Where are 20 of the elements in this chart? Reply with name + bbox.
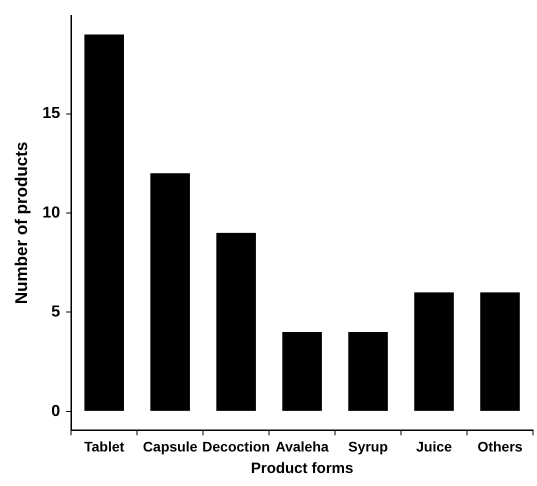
bar	[216, 232, 256, 411]
x-axis-title: Product forms	[250, 460, 354, 478]
bar	[84, 34, 124, 411]
bar	[282, 332, 322, 411]
bar	[150, 173, 190, 411]
bar	[414, 292, 454, 411]
x-tick-label: Juice	[416, 438, 452, 454]
bar	[480, 292, 520, 411]
x-tick-label: Decoction	[202, 438, 270, 454]
y-tick-label: 0	[51, 402, 60, 420]
y-tick-label: 5	[51, 304, 60, 321]
y-tick-label: 10	[42, 204, 60, 222]
x-tick-label: Tablet	[84, 438, 125, 454]
bar	[348, 332, 388, 411]
x-tick-label: Others	[477, 438, 523, 454]
x-tick-label: Avaleha	[276, 438, 329, 454]
x-tick-label: Syrup	[348, 438, 388, 454]
y-tick-label: 15	[42, 105, 60, 122]
x-tick-label: Capsule	[142, 438, 198, 454]
y-axis-title: Number of products	[12, 142, 31, 304]
